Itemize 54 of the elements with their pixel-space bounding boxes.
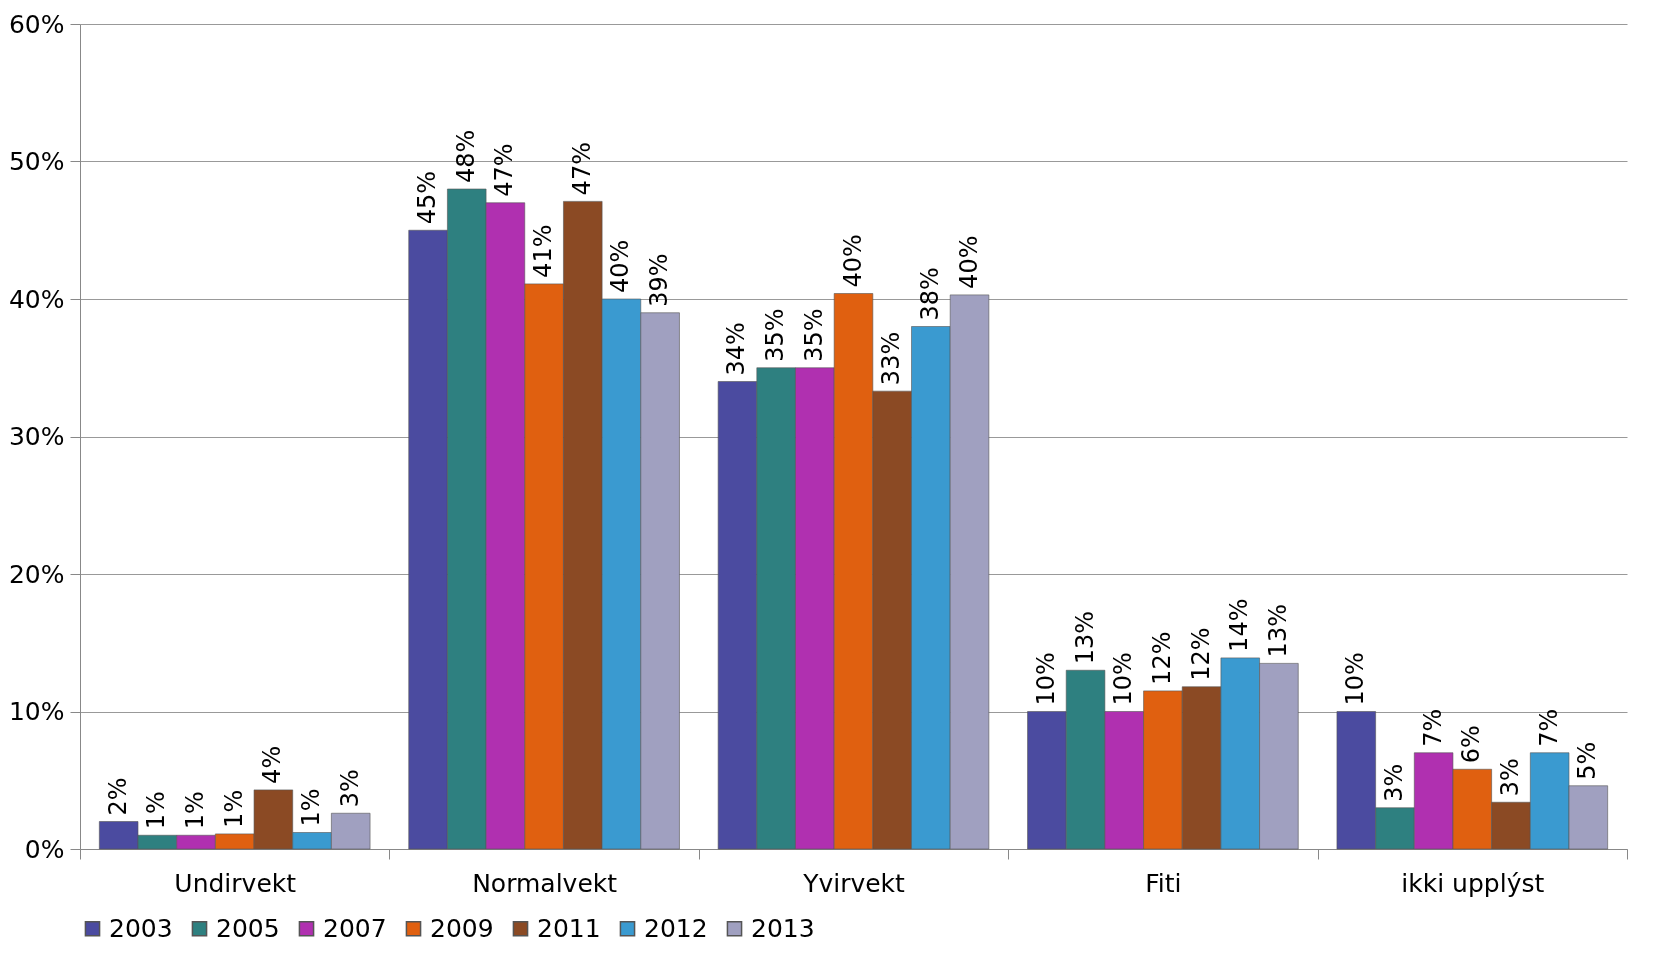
data-label: 1% [219, 789, 248, 828]
data-label: 35% [799, 308, 828, 362]
data-label: 1% [142, 791, 171, 830]
data-label: 40% [954, 235, 983, 289]
legend-label: 2013 [751, 913, 815, 943]
data-label: 5% [1573, 741, 1602, 780]
data-label: 3% [1495, 758, 1524, 797]
data-label: 45% [413, 170, 442, 225]
legend-label: 2003 [109, 913, 173, 943]
legend-label: 2007 [323, 913, 387, 943]
data-label: 41% [529, 224, 558, 278]
y-tick-label: 10% [8, 697, 65, 726]
data-label: 7% [1534, 708, 1563, 747]
data-label: 35% [761, 308, 790, 362]
y-tick-label: 60% [8, 9, 65, 39]
data-label: 48% [451, 129, 480, 183]
x-tick-label: Normalvekt [472, 868, 618, 898]
legend-label: 2005 [216, 913, 280, 943]
data-label: 2% [103, 777, 132, 816]
x-tick-label: Undirvekt [174, 868, 297, 898]
data-label: 1% [181, 791, 210, 830]
y-tick-label: 40% [8, 284, 65, 314]
legend-label: 2009 [430, 913, 494, 943]
y-tick-label: 20% [8, 559, 65, 589]
data-label: 10% [1109, 652, 1138, 706]
data-label: 1% [297, 788, 326, 827]
data-label: 12% [1186, 627, 1215, 681]
x-tick-label: ikki upplýst [1401, 868, 1545, 898]
data-label: 10% [1031, 652, 1060, 706]
data-label: 12% [1147, 631, 1176, 685]
legend-label: 2011 [537, 913, 601, 943]
data-label: 3% [335, 769, 364, 808]
y-tick-label: 50% [8, 147, 65, 176]
y-tick-label: 30% [8, 422, 65, 451]
data-label: 6% [1457, 725, 1486, 764]
x-tick-label: Yvirvekt [802, 868, 906, 898]
legend-label: 2012 [644, 913, 708, 943]
data-label: 39% [645, 253, 674, 307]
data-label: 47% [490, 143, 519, 197]
data-label: 34% [722, 322, 751, 376]
data-label: 33% [877, 331, 906, 386]
data-label: 38% [915, 267, 944, 321]
data-label: 10% [1341, 652, 1370, 706]
data-label: 3% [1379, 763, 1408, 802]
data-label: 7% [1418, 708, 1447, 747]
y-tick-label: 0% [24, 834, 65, 864]
data-label: 47% [567, 142, 596, 196]
data-label: 14% [1225, 598, 1254, 652]
data-label: 13% [1070, 610, 1099, 665]
data-label: 40% [606, 239, 635, 293]
data-label: 40% [838, 234, 867, 288]
data-label: 13% [1263, 604, 1292, 658]
data-label: 4% [258, 745, 287, 784]
x-tick-label: Fiti [1145, 868, 1182, 898]
